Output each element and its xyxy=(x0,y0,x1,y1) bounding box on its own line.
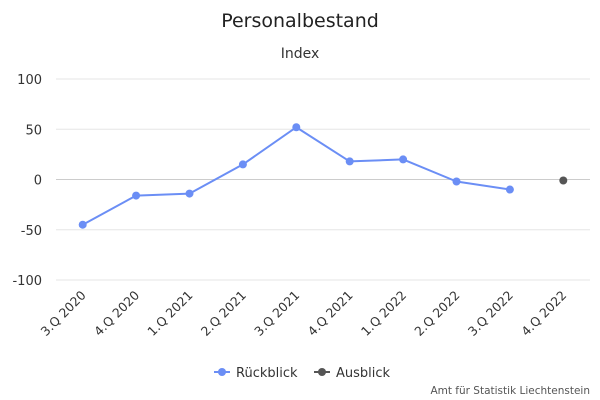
x-tick-label: 3.Q 2022 xyxy=(465,288,516,339)
legend-item-label[interactable]: Ausblick xyxy=(336,366,391,381)
data-point[interactable] xyxy=(452,177,461,186)
gridlines xyxy=(56,78,590,281)
x-tick-label: 1.Q 2021 xyxy=(144,288,195,339)
x-axis-ticks: 3.Q 2020 4.Q 2020 1.Q 2021 2.Q 2021 3.Q 2021… xyxy=(38,287,570,338)
y-tick-label: 100 xyxy=(17,73,42,88)
x-tick-label: 4.Q 2022 xyxy=(518,288,569,339)
chart-credit: Amt für Statistik Liechtenstein xyxy=(430,385,590,397)
data-point[interactable] xyxy=(292,123,301,132)
chart-subtitle: Index xyxy=(281,46,320,62)
series-line xyxy=(82,126,511,226)
y-axis-ticks: 100 50 0 -50 -100 xyxy=(12,73,42,289)
data-point[interactable] xyxy=(559,176,568,185)
data-point[interactable] xyxy=(399,155,408,164)
x-tick-label: 2.Q 2022 xyxy=(411,288,462,339)
data-point[interactable] xyxy=(238,160,247,169)
y-tick-label: -50 xyxy=(21,224,42,239)
x-tick-label: 4.Q 2021 xyxy=(305,288,356,339)
x-tick-label: 2.Q 2021 xyxy=(198,288,249,339)
x-tick-label: 3.Q 2020 xyxy=(38,287,89,338)
data-point[interactable] xyxy=(78,220,87,229)
series-layer xyxy=(78,123,568,229)
legend-marker xyxy=(218,368,226,376)
x-tick-label: 1.Q 2022 xyxy=(358,288,409,339)
y-tick-label: -100 xyxy=(12,274,42,289)
legend-marker xyxy=(318,368,326,376)
data-point[interactable] xyxy=(132,191,141,200)
legend-item-label[interactable]: Rückblick xyxy=(236,366,298,381)
data-point[interactable] xyxy=(345,157,354,166)
data-point[interactable] xyxy=(505,185,514,194)
x-tick-label: 3.Q 2021 xyxy=(251,288,302,339)
chart-title: Personalbestand xyxy=(221,10,379,32)
data-point[interactable] xyxy=(185,189,194,198)
y-tick-label: 50 xyxy=(25,123,42,138)
legend: Rückblick Ausblick xyxy=(214,366,391,381)
y-tick-label: 0 xyxy=(34,174,42,189)
x-tick-label: 4.Q 2020 xyxy=(91,287,142,338)
